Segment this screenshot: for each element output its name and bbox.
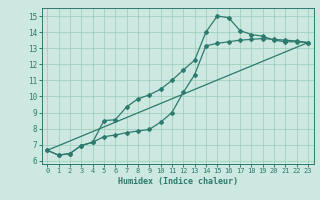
- X-axis label: Humidex (Indice chaleur): Humidex (Indice chaleur): [118, 177, 237, 186]
